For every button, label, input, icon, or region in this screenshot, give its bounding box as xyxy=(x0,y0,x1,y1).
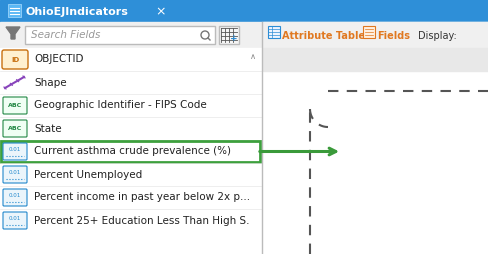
Bar xyxy=(362,26,374,38)
Bar xyxy=(263,48,488,71)
Bar xyxy=(1,141,260,162)
Text: ×: × xyxy=(155,6,165,19)
Text: Shape: Shape xyxy=(34,77,66,87)
Bar xyxy=(263,22,488,48)
Text: Percent Unemployed: Percent Unemployed xyxy=(34,169,142,180)
Text: ABC: ABC xyxy=(8,126,22,131)
Bar xyxy=(0,22,488,48)
FancyBboxPatch shape xyxy=(3,212,27,229)
Text: Display:: Display: xyxy=(417,31,456,41)
Bar xyxy=(8,4,21,17)
FancyBboxPatch shape xyxy=(3,97,27,114)
Text: ABC: ABC xyxy=(8,103,22,108)
FancyBboxPatch shape xyxy=(3,166,27,183)
Bar xyxy=(267,26,280,38)
Polygon shape xyxy=(6,27,20,39)
Bar xyxy=(219,26,239,44)
Text: OhioEJIndicators: OhioEJIndicators xyxy=(26,7,129,17)
FancyBboxPatch shape xyxy=(3,189,27,206)
Text: Fields: Fields xyxy=(376,31,409,41)
Text: Percent 25+ Education Less Than High S.: Percent 25+ Education Less Than High S. xyxy=(34,215,249,226)
Bar xyxy=(0,0,488,22)
Text: +: + xyxy=(230,34,238,43)
Text: Attribute Table: Attribute Table xyxy=(282,31,365,41)
FancyBboxPatch shape xyxy=(3,143,27,160)
Text: 0.01: 0.01 xyxy=(9,193,21,198)
Text: State: State xyxy=(34,123,61,134)
Text: ID: ID xyxy=(11,56,19,62)
Text: Percent income in past year below 2x p...: Percent income in past year below 2x p..… xyxy=(34,193,250,202)
Bar xyxy=(0,48,262,254)
Text: Current asthma crude prevalence (%): Current asthma crude prevalence (%) xyxy=(34,147,230,156)
Text: OBJECTID: OBJECTID xyxy=(34,55,83,65)
Text: ∧: ∧ xyxy=(249,52,256,61)
Bar xyxy=(25,26,215,44)
Text: Search Fields: Search Fields xyxy=(31,30,100,40)
FancyBboxPatch shape xyxy=(3,120,27,137)
Text: 0.01: 0.01 xyxy=(9,216,21,221)
Text: 0.01: 0.01 xyxy=(9,170,21,175)
Bar xyxy=(263,71,488,254)
Text: Geographic Identifier - FIPS Code: Geographic Identifier - FIPS Code xyxy=(34,101,206,110)
FancyBboxPatch shape xyxy=(2,50,28,69)
Text: 0.01: 0.01 xyxy=(9,147,21,152)
